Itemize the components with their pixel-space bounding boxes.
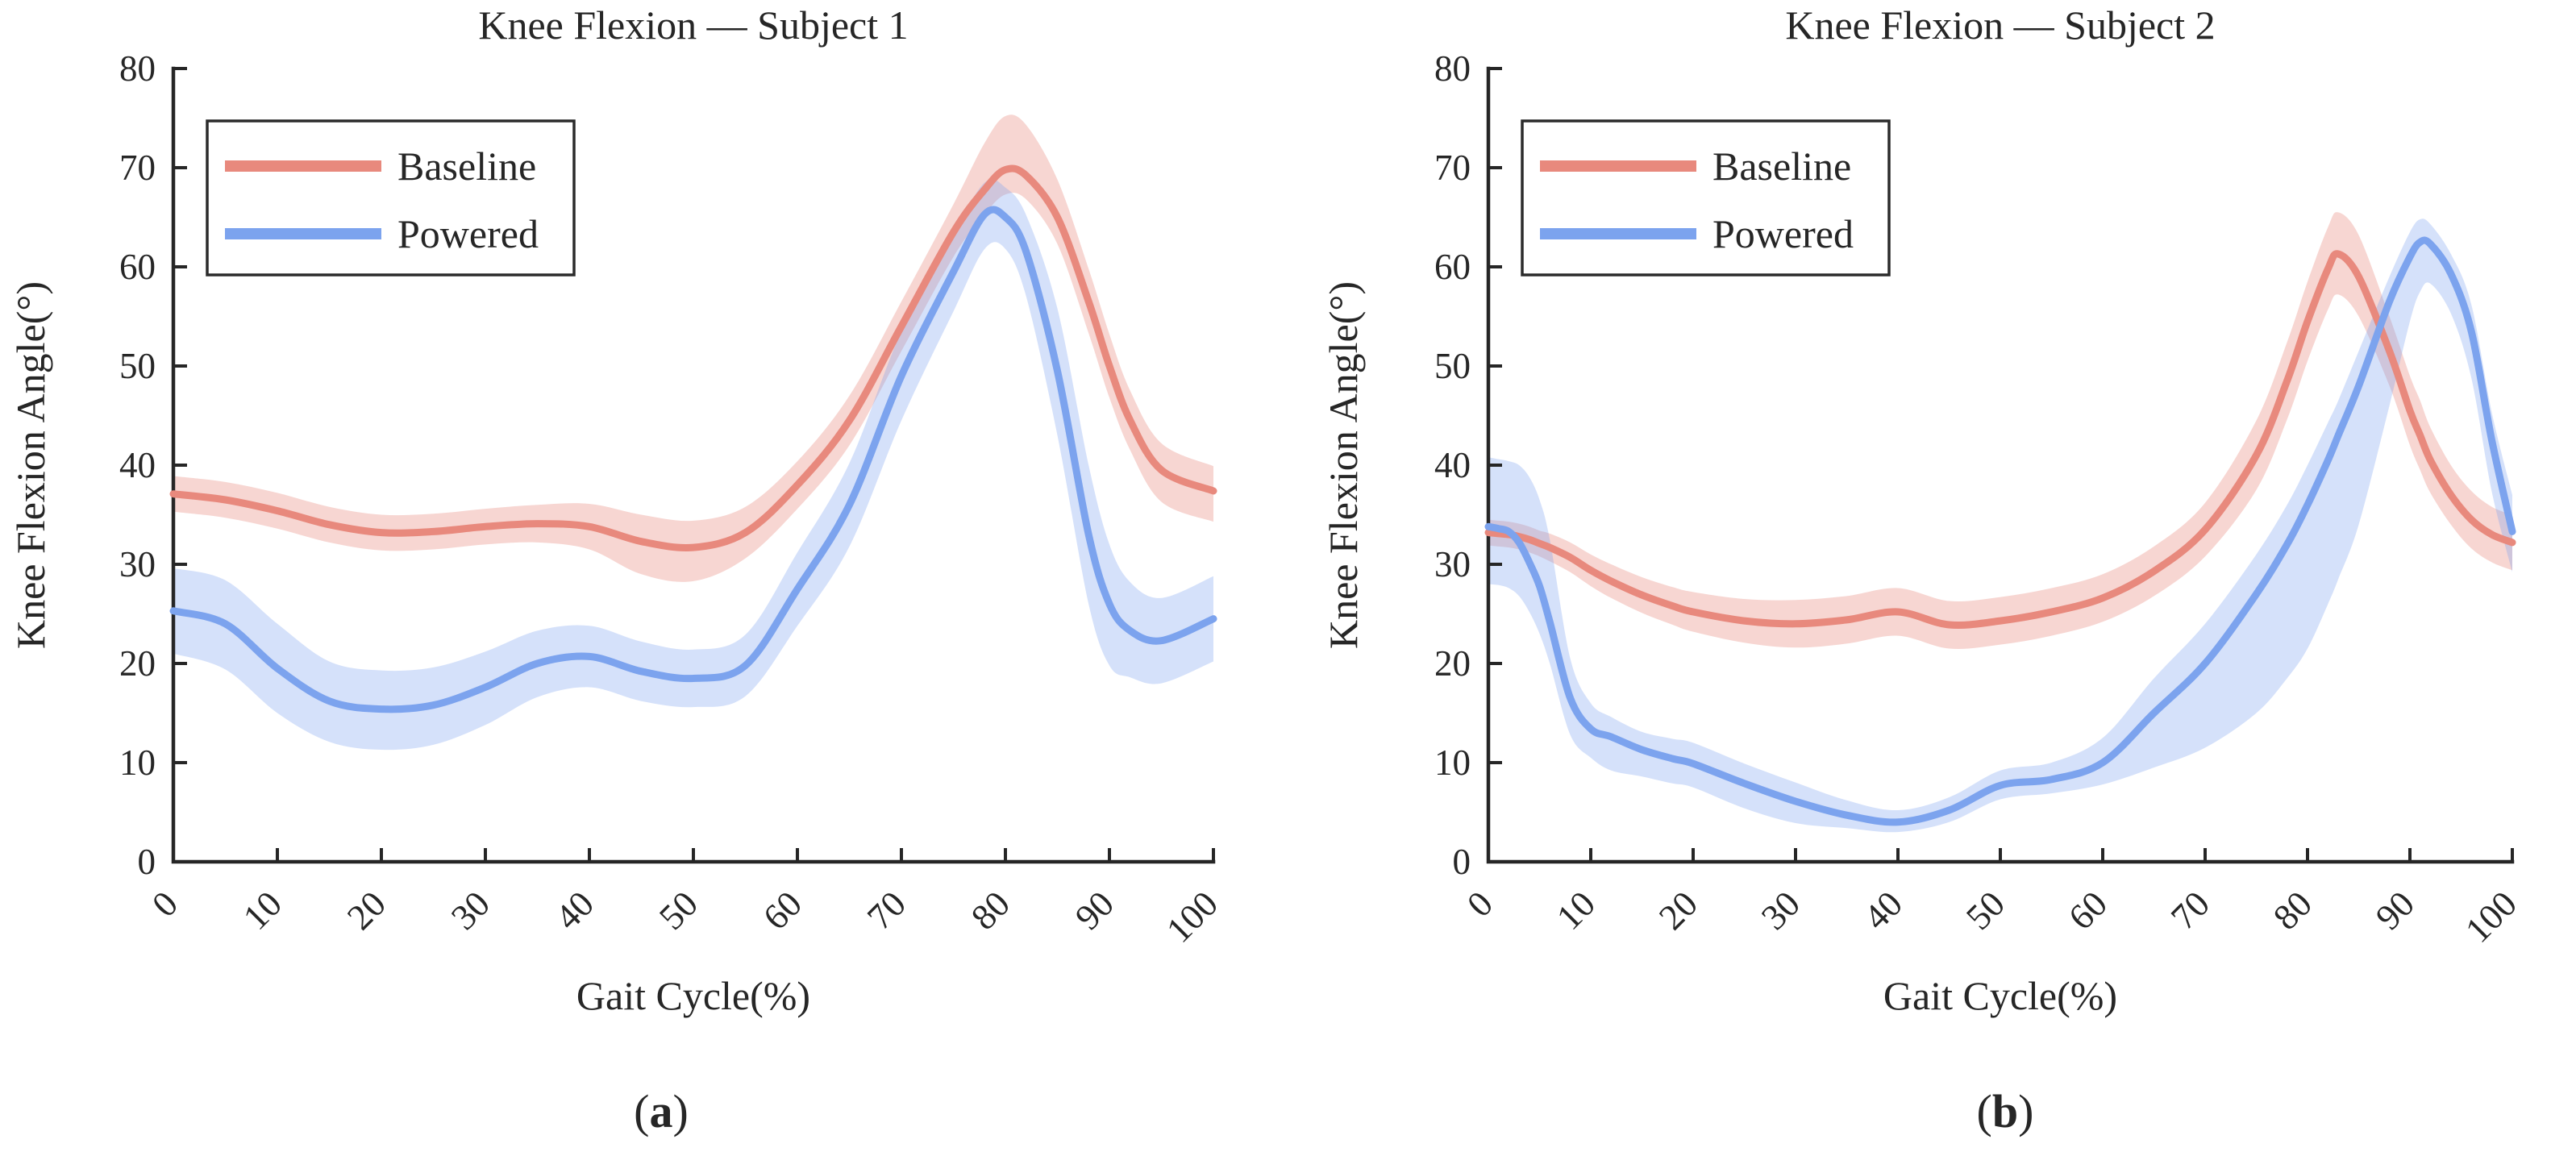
y-tick-label: 40 <box>1434 445 1471 485</box>
plot-layer: 0 10 20 30 40 50 60 70 80 0 10 20 30 40 50 60 70 80 90 100 B… <box>119 48 1226 950</box>
x-tick-label: 30 <box>443 884 497 938</box>
x-tick-label: 70 <box>2163 884 2217 938</box>
y-tick-label: 80 <box>1434 48 1471 89</box>
legend-label-baseline: Baseline <box>397 143 536 189</box>
line-powered <box>169 206 1217 713</box>
panel-caption: (a) <box>634 1085 689 1137</box>
legend: Baseline Powered <box>1521 119 1891 277</box>
x-tick-label: 40 <box>1856 884 1910 938</box>
y-tick-label: 0 <box>138 842 156 882</box>
y-tick-label: 80 <box>119 48 156 89</box>
y-tick-label: 10 <box>119 742 156 783</box>
y-tick-label: 60 <box>119 247 156 287</box>
x-tick-label: 10 <box>235 884 289 938</box>
y-tick-label: 70 <box>1434 148 1471 188</box>
x-tick-label: 20 <box>339 884 393 938</box>
x-tick-label: 50 <box>1958 884 2012 938</box>
y-axis-label: Knee Flexion Angle(°) <box>8 281 53 649</box>
y-axis-label: Knee Flexion Angle(°) <box>1321 281 1366 649</box>
x-tick-label: 100 <box>2457 884 2524 950</box>
x-tick-label: 30 <box>1754 884 1808 938</box>
x-tick-label: 0 <box>1459 884 1500 925</box>
x-tick-label: 0 <box>144 884 185 925</box>
x-tick-label: 100 <box>1159 884 1226 950</box>
legend-box <box>206 119 576 277</box>
x-tick-label: 60 <box>2061 884 2115 938</box>
y-tick-label: 40 <box>119 445 156 485</box>
y-tick-label: 10 <box>1434 742 1471 783</box>
legend-box <box>1521 119 1891 277</box>
x-tick-label: 70 <box>859 884 913 938</box>
plot-layer: 0 10 20 30 40 50 60 70 80 0 10 20 30 40 50 60 70 80 90 100 B… <box>1434 48 2524 950</box>
x-tick-label: 40 <box>547 884 601 938</box>
y-tick-label: 30 <box>119 544 156 584</box>
legend-label-powered: Powered <box>397 211 539 256</box>
chart-title: Knee Flexion — Subject 2 <box>1785 2 2215 48</box>
band-powered <box>173 179 1213 751</box>
chart-title: Knee Flexion — Subject 1 <box>478 2 908 48</box>
y-tick-label: 30 <box>1434 544 1471 584</box>
panel-caption: (b) <box>1977 1085 2034 1137</box>
band-powered <box>1488 218 2512 833</box>
x-tick-label: 90 <box>1067 884 1122 938</box>
panel-subject-1: 0 10 20 30 40 50 60 70 80 0 10 20 30 40 50 60 70 80 90 100 B… <box>8 2 1226 1137</box>
y-tick-label: 0 <box>1453 842 1471 882</box>
y-tick-label: 50 <box>119 346 156 386</box>
x-tick-label: 60 <box>755 884 809 938</box>
x-tick-label: 50 <box>651 884 705 938</box>
line-powered <box>1484 236 2516 826</box>
x-tick-label: 20 <box>1651 884 1705 938</box>
panel-subject-2: 0 10 20 30 40 50 60 70 80 0 10 20 30 40 50 60 70 80 90 100 B… <box>1288 0 2576 1152</box>
x-axis-label: Gait Cycle(%) <box>1883 973 2117 1018</box>
x-tick-label: 10 <box>1549 884 1603 938</box>
y-tick-label: 20 <box>119 643 156 684</box>
x-tick-label: 90 <box>2368 884 2422 938</box>
x-axis-label: Gait Cycle(%) <box>576 973 810 1018</box>
legend-label-baseline: Baseline <box>1712 143 1851 189</box>
line-baseline <box>169 164 1217 551</box>
x-tick-label: 80 <box>963 884 1017 938</box>
legend-label-powered: Powered <box>1712 211 1854 256</box>
chart-subject-1: 0 10 20 30 40 50 60 70 80 0 10 20 30 40 50 60 70 80 90 100 B… <box>8 2 1226 1137</box>
y-tick-label: 20 <box>1434 643 1471 684</box>
y-tick-label: 70 <box>119 148 156 188</box>
chart-subject-2: 0 10 20 30 40 50 60 70 80 0 10 20 30 40 50 60 70 80 90 100 B… <box>1321 2 2524 1137</box>
legend: Baseline Powered <box>206 119 576 277</box>
y-tick-label: 50 <box>1434 346 1471 386</box>
y-tick-label: 60 <box>1434 247 1471 287</box>
x-tick-label: 80 <box>2266 884 2320 938</box>
line-baseline <box>1484 250 2516 629</box>
